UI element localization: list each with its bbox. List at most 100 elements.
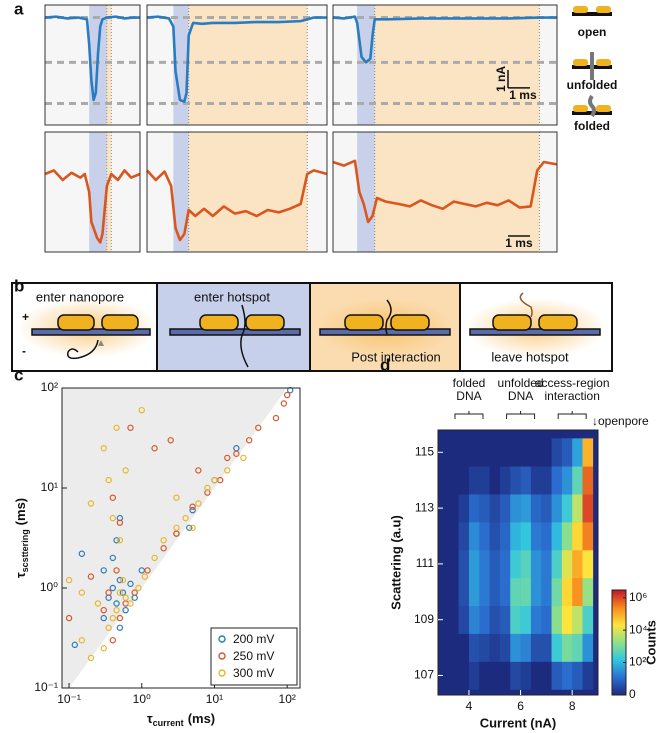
- axis-label: τscsttering (ms): [13, 498, 30, 578]
- post-span: [188, 132, 308, 252]
- current-trace: [146, 15, 327, 104]
- heat-cell: [499, 577, 511, 607]
- heat-cell: [458, 494, 470, 523]
- post-span: [106, 5, 112, 125]
- point: [105, 476, 112, 484]
- y-tick-label: 115: [415, 444, 434, 458]
- heat-cell: [458, 522, 470, 551]
- point: [78, 589, 86, 596]
- heat-cell: [582, 438, 594, 467]
- heat-cell: [561, 549, 573, 579]
- point: [71, 641, 79, 649]
- heat-cell: [510, 633, 521, 662]
- pore-illustrations: [31, 292, 601, 368]
- colorbar-tick-label: 10⁶: [629, 590, 647, 604]
- heat-cell: [551, 438, 563, 467]
- heat-cell: [489, 522, 501, 551]
- heat-cell: [479, 494, 490, 523]
- scale-label: 1 nA: [494, 66, 508, 92]
- point: [87, 573, 95, 580]
- heat-cell: [582, 549, 594, 579]
- panel-d: d 4 6 8 107 109 111 113 115 Current (nA) Scatterin…: [380, 355, 658, 730]
- heat-cell: [530, 549, 542, 579]
- point: [87, 654, 95, 662]
- post-span: [374, 5, 540, 125]
- point: [116, 519, 124, 526]
- panel-label: b: [14, 276, 24, 295]
- heat-cell: [551, 577, 563, 607]
- heat-cell: [572, 661, 583, 690]
- point: [105, 589, 112, 596]
- heat-cell: [541, 633, 552, 662]
- hotspot-span: [357, 132, 375, 252]
- point: [122, 594, 129, 601]
- point: [94, 600, 102, 607]
- point: [195, 467, 202, 474]
- point: [204, 489, 211, 496]
- heat-cell: [551, 605, 563, 634]
- heat-cell: [458, 438, 470, 467]
- heat-cell: [551, 466, 563, 495]
- heat-cell: [561, 577, 573, 607]
- trace-frame: [332, 131, 558, 253]
- heat-cell: [520, 494, 532, 523]
- heat-cell: [489, 549, 501, 579]
- point: [116, 514, 124, 522]
- point: [189, 503, 196, 510]
- axis-symbol: τ: [13, 572, 28, 578]
- point: [127, 424, 134, 431]
- y-tick-label: 10¹: [41, 480, 58, 494]
- heat-cell: [499, 438, 511, 467]
- point: [160, 545, 167, 552]
- heat-cell: [479, 661, 490, 690]
- trace-frame: [146, 4, 328, 126]
- point: [100, 445, 107, 452]
- point: [116, 589, 124, 596]
- point: [255, 424, 262, 431]
- hotspot-span: [173, 132, 189, 252]
- point: [280, 400, 288, 407]
- heat-cell: [499, 522, 511, 551]
- point: [272, 414, 280, 422]
- point: [204, 484, 211, 492]
- heat-cell: [510, 605, 521, 634]
- state-label: unfolded: [567, 78, 618, 92]
- heat-cell: [530, 605, 542, 634]
- heat-cell: [541, 605, 552, 634]
- legend-marker: [218, 652, 226, 660]
- annotation: interaction: [545, 389, 600, 403]
- point: [113, 567, 120, 574]
- state-label: open: [578, 25, 607, 39]
- heat-cell: [468, 522, 480, 551]
- point: [109, 554, 117, 562]
- heat-cell: [468, 438, 480, 467]
- axis-symbol: τ: [147, 711, 153, 726]
- point: [160, 537, 167, 544]
- heat-cell: [510, 661, 521, 690]
- heat-cell: [541, 577, 552, 607]
- heat-cell: [489, 605, 501, 634]
- point: [122, 467, 129, 474]
- heat-cell: [489, 633, 501, 662]
- annotation-bracket: [557, 411, 587, 419]
- heat-cell: [458, 605, 470, 634]
- panel-label: a: [14, 0, 24, 18]
- heat-cell: [499, 605, 511, 634]
- panel-label: d: [380, 355, 390, 374]
- heat-cell: [489, 494, 501, 523]
- y-tick-label: 10²: [41, 380, 58, 394]
- point: [116, 537, 124, 544]
- annotation-bracket: [506, 411, 536, 419]
- legend-marker: [218, 635, 226, 643]
- current-trace: [44, 15, 140, 102]
- point: [173, 524, 180, 531]
- heat-cell: [489, 466, 501, 495]
- heat-cell: [510, 438, 521, 467]
- step-label: enter hotspot: [194, 289, 270, 304]
- point: [211, 476, 218, 484]
- heat-cell: [541, 549, 552, 579]
- legend-label: 250 mV: [233, 649, 274, 663]
- trace-frame: [332, 4, 558, 126]
- heat-cell: [489, 661, 501, 690]
- heat-cell: [468, 549, 480, 579]
